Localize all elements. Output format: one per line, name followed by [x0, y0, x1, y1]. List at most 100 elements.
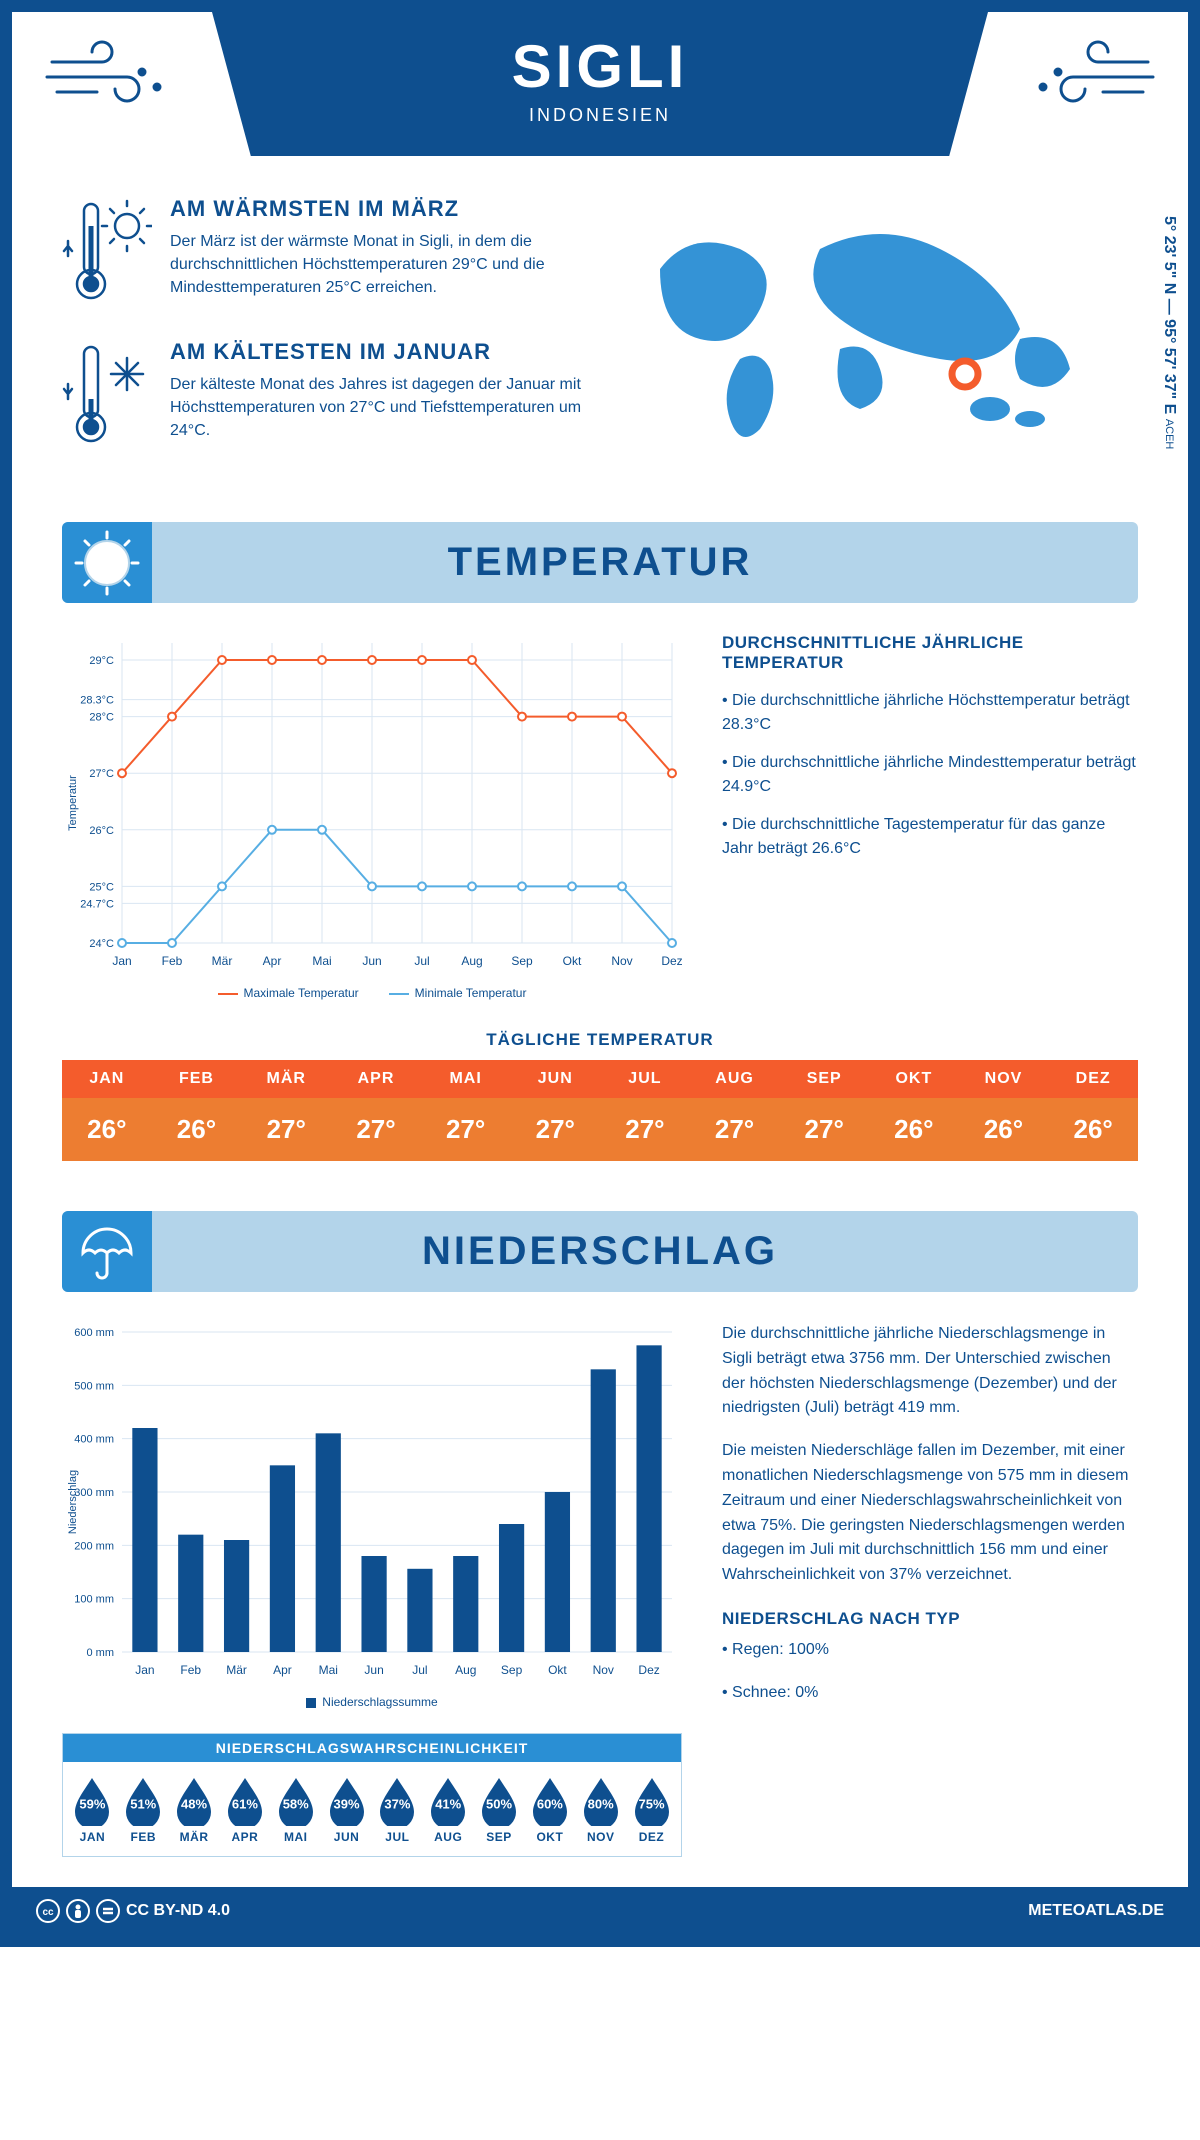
cc-icon: cc [36, 1899, 60, 1923]
svg-text:25°C: 25°C [89, 881, 114, 893]
temperature-title: TEMPERATUR [62, 540, 1138, 585]
svg-text:Mär: Mär [226, 1663, 247, 1677]
precip-p1: Die durchschnittliche jährliche Niedersc… [722, 1322, 1138, 1421]
temp-cell: 26° [869, 1098, 959, 1161]
svg-text:29°C: 29°C [89, 655, 114, 667]
svg-text:Apr: Apr [263, 954, 282, 968]
svg-text:0 mm: 0 mm [87, 1647, 115, 1659]
prob-item: 41% AUG [423, 1774, 474, 1844]
legend-precip: Niederschlagssumme [306, 1695, 437, 1709]
svg-text:400 mm: 400 mm [74, 1434, 114, 1446]
svg-text:Nov: Nov [611, 954, 632, 968]
prob-item: 80% NOV [575, 1774, 626, 1844]
footer: cc CC BY-ND 4.0 METEOATLAS.DE [12, 1887, 1188, 1935]
temp-cell: 26° [152, 1098, 242, 1161]
svg-text:Feb: Feb [162, 954, 183, 968]
temp-cell: 26° [1048, 1098, 1138, 1161]
header-banner: SIGLI INDONESIEN [212, 12, 988, 156]
svg-text:Jun: Jun [362, 954, 381, 968]
raindrop-icon: 80% [580, 1774, 622, 1826]
svg-text:Dez: Dez [661, 954, 682, 968]
month-header: OKT [869, 1060, 959, 1098]
warmest-fact: AM WÄRMSTEN IM MÄRZ Der März ist der wär… [62, 196, 610, 311]
temp-summary-title: DURCHSCHNITTLICHE JÄHRLICHE TEMPERATUR [722, 633, 1138, 673]
coldest-fact: AM KÄLTESTEN IM JANUAR Der kälteste Mona… [62, 339, 610, 454]
prob-month: FEB [118, 1830, 169, 1844]
temperature-section-header: TEMPERATUR [62, 522, 1138, 603]
svg-text:28.3°C: 28.3°C [80, 695, 114, 707]
prob-percent: 58% [283, 1797, 309, 1812]
country-subtitle: INDONESIEN [212, 105, 988, 126]
svg-text:Feb: Feb [180, 1663, 201, 1677]
city-title: SIGLI [212, 32, 988, 101]
svg-text:Temperatur: Temperatur [67, 775, 79, 831]
svg-text:100 mm: 100 mm [74, 1594, 114, 1606]
prob-month: AUG [423, 1830, 474, 1844]
prob-percent: 37% [384, 1797, 410, 1812]
svg-text:Sep: Sep [501, 1663, 523, 1677]
prob-item: 51% FEB [118, 1774, 169, 1844]
top-info-row: AM WÄRMSTEN IM MÄRZ Der März ist der wär… [62, 196, 1138, 482]
world-map-area: 5° 23' 5" N — 95° 57' 37" E ACEH [640, 196, 1138, 482]
legend-max: Maximale Temperatur [218, 986, 359, 1000]
prob-month: SEP [474, 1830, 525, 1844]
svg-text:Jun: Jun [364, 1663, 383, 1677]
month-header: AUG [690, 1060, 780, 1098]
climate-facts: AM WÄRMSTEN IM MÄRZ Der März ist der wär… [62, 196, 610, 482]
svg-text:Niederschlag: Niederschlag [67, 1470, 79, 1534]
month-header: MÄR [241, 1060, 331, 1098]
prob-percent: 41% [435, 1797, 461, 1812]
precipitation-row: 0 mm100 mm200 mm300 mm400 mm500 mm600 mm… [62, 1322, 1138, 1857]
prob-month: JUL [372, 1830, 423, 1844]
raindrop-icon: 75% [631, 1774, 673, 1826]
site-name: METEOATLAS.DE [1028, 1902, 1164, 1920]
prob-percent: 60% [537, 1797, 563, 1812]
svg-text:24°C: 24°C [89, 938, 114, 950]
precip-probability-box: NIEDERSCHLAGSWAHRSCHEINLICHKEIT 59% JAN … [62, 1733, 682, 1857]
precip-prob-title: NIEDERSCHLAGSWAHRSCHEINLICHKEIT [63, 1734, 681, 1762]
svg-text:Dez: Dez [638, 1663, 659, 1677]
month-header: JUN [510, 1060, 600, 1098]
prob-item: 50% SEP [474, 1774, 525, 1844]
raindrop-icon: 37% [376, 1774, 418, 1826]
raindrop-icon: 59% [71, 1774, 113, 1826]
prob-percent: 50% [486, 1797, 512, 1812]
precip-snow: • Schnee: 0% [722, 1681, 1138, 1706]
umbrella-icon [62, 1211, 152, 1292]
svg-text:Mär: Mär [212, 954, 233, 968]
prob-percent: 75% [639, 1797, 665, 1812]
svg-text:Mai: Mai [312, 954, 331, 968]
coldest-body: Der kälteste Monat des Jahres ist dagege… [170, 373, 610, 443]
prob-item: 48% MÄR [169, 1774, 220, 1844]
prob-month: MAI [270, 1830, 321, 1844]
month-header: SEP [779, 1060, 869, 1098]
raindrop-icon: 61% [224, 1774, 266, 1826]
precip-type-title: NIEDERSCHLAG NACH TYP [722, 1606, 1138, 1632]
prob-item: 61% APR [219, 1774, 270, 1844]
thermometer-sun-icon [62, 196, 152, 311]
precip-legend: Niederschlagssumme [62, 1695, 682, 1709]
svg-text:Sep: Sep [511, 954, 533, 968]
svg-text:28°C: 28°C [89, 712, 114, 724]
svg-text:Jan: Jan [112, 954, 131, 968]
coldest-text: AM KÄLTESTEN IM JANUAR Der kälteste Mona… [170, 339, 610, 454]
temperature-summary: DURCHSCHNITTLICHE JÄHRLICHE TEMPERATUR •… [722, 633, 1138, 1000]
temp-cell: 26° [62, 1098, 152, 1161]
svg-text:600 mm: 600 mm [74, 1327, 114, 1339]
header-area: SIGLI INDONESIEN [12, 12, 1188, 156]
temp-cell: 27° [779, 1098, 869, 1161]
coords-value: 5° 23' 5" N — 95° 57' 37" E [1161, 216, 1178, 414]
raindrop-icon: 58% [275, 1774, 317, 1826]
by-icon [66, 1899, 90, 1923]
precipitation-left: 0 mm100 mm200 mm300 mm400 mm500 mm600 mm… [62, 1322, 682, 1857]
raindrop-icon: 48% [173, 1774, 215, 1826]
precipitation-title: NIEDERSCHLAG [62, 1229, 1138, 1274]
temp-cell: 27° [241, 1098, 331, 1161]
svg-text:500 mm: 500 mm [74, 1380, 114, 1392]
temperature-row: 24°C24.7°C25°C26°C27°C28°C28.3°C29°CJanF… [62, 633, 1138, 1000]
svg-text:24.7°C: 24.7°C [80, 898, 114, 910]
raindrop-icon: 51% [122, 1774, 164, 1826]
svg-text:300 mm: 300 mm [74, 1487, 114, 1499]
svg-text:26°C: 26°C [89, 825, 114, 837]
prob-item: 75% DEZ [626, 1774, 677, 1844]
